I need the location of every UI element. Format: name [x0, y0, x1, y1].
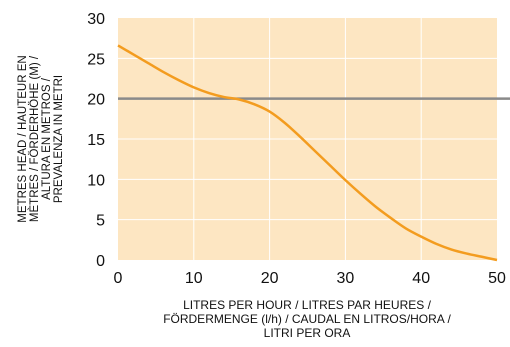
y-tick-label: 0	[96, 253, 105, 270]
x-axis-label-line: LITRES PER HOUR / LITRES PAR HEURES /	[183, 298, 431, 312]
x-axis-label-line: FÖRDERMENGE (l/h) / CAUDAL EN LITROS/HOR…	[163, 312, 451, 326]
y-axis-label-line: METRES HEAD / HAUTEUR EN	[17, 55, 29, 222]
y-axis-label-line: PREVALENZA IN METRI	[53, 75, 65, 203]
series-line	[117, 44, 498, 262]
x-axis-ticks: 0 10 20 30 40 50	[114, 270, 506, 287]
x-tick-label: 30	[337, 270, 355, 287]
x-axis-label: LITRES PER HOUR / LITRES PAR HEURES / FÖR…	[163, 298, 451, 340]
x-tick-label: 50	[488, 270, 506, 287]
y-axis-label: METRES HEAD / HAUTEUR ENMÈTRES / FÖRDERH…	[17, 55, 65, 223]
y-tick-label: 15	[87, 132, 105, 149]
x-tick-label: 20	[261, 270, 279, 287]
y-axis-label-line: MÈTRES / FÖRDERHÖHE (M) /	[28, 55, 41, 222]
y-tick-label: 20	[87, 92, 105, 109]
y-tick-label: 10	[87, 172, 105, 189]
y-tick-label: 25	[87, 51, 105, 68]
x-tick-label: 0	[114, 270, 123, 287]
x-tick-label: 40	[412, 270, 430, 287]
y-tick-label: 5	[96, 213, 105, 230]
y-axis-label-line: ALTURA EN METROS /	[41, 77, 53, 200]
x-tick-label: 10	[185, 270, 203, 287]
y-tick-label: 30	[87, 11, 105, 28]
y-axis-ticks: 0 5 10 15 20 25 30	[87, 11, 105, 270]
x-axis-label-line: LITRI PER ORA	[264, 326, 351, 340]
